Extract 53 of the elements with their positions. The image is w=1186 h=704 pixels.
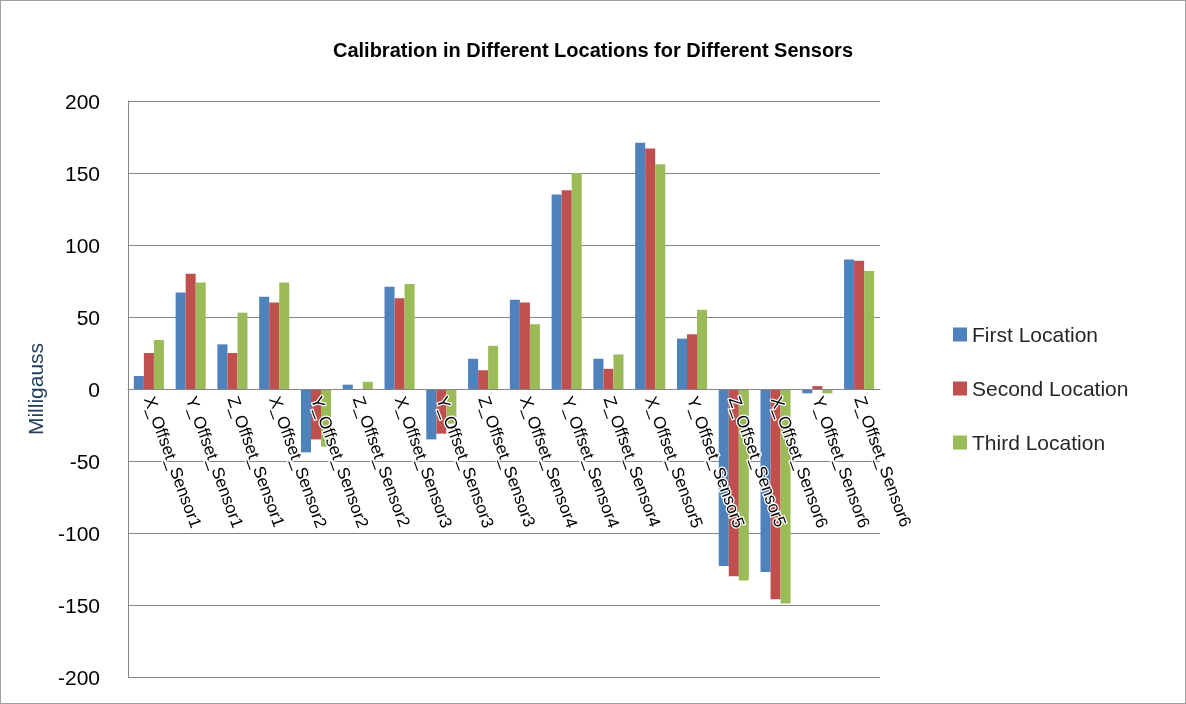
bar: [697, 309, 708, 389]
bar: [812, 386, 823, 389]
bar: [509, 299, 520, 389]
y-tick-label: -50: [69, 449, 100, 473]
bar: [603, 368, 614, 389]
bar: [394, 298, 405, 389]
bar: [217, 344, 228, 389]
bar: [269, 302, 280, 389]
bar: [854, 260, 865, 389]
bar: [551, 194, 562, 389]
bar: [384, 286, 395, 389]
bar: [153, 340, 164, 389]
bar: [185, 273, 196, 389]
y-tick-label: -150: [57, 593, 100, 617]
y-tick-label: 200: [64, 89, 100, 113]
y-tick-label: -100: [57, 521, 100, 545]
bar: [655, 164, 666, 389]
bar: [561, 190, 572, 389]
bar: [227, 353, 238, 389]
legend-label: Third Location: [972, 431, 1106, 454]
bar: [279, 282, 290, 389]
y-tick-label: 0: [88, 377, 100, 401]
y-tick-label: 100: [64, 233, 100, 257]
y-tick-label: 50: [76, 305, 100, 329]
bar: [468, 358, 479, 389]
y-tick-label: -200: [57, 665, 100, 689]
bar: [844, 259, 855, 389]
bar: [571, 173, 582, 389]
chart-title: Calibration in Different Locations for Different Sensors: [332, 39, 854, 61]
bar: [195, 282, 206, 389]
bar: [362, 381, 373, 389]
bar: [478, 370, 489, 389]
bar: [342, 384, 353, 389]
bar: [237, 312, 248, 389]
y-axis-title: Milligauss: [24, 342, 47, 436]
bar: [686, 334, 698, 389]
y-tick-label: 150: [64, 161, 100, 185]
bar: [143, 353, 154, 389]
bar: [519, 302, 530, 389]
bar: [133, 376, 144, 389]
bar: [635, 142, 646, 389]
legend-label: First Location: [972, 323, 1099, 346]
bar: [175, 292, 186, 389]
bar: [645, 148, 656, 389]
bar: [864, 270, 875, 389]
bar: [259, 296, 270, 389]
legend-label: Second Location: [972, 377, 1129, 400]
bar: [488, 345, 499, 389]
bar: [529, 324, 540, 389]
bar: [676, 338, 687, 389]
bar: [593, 358, 604, 389]
bar: [404, 283, 415, 389]
bar: [613, 354, 624, 389]
